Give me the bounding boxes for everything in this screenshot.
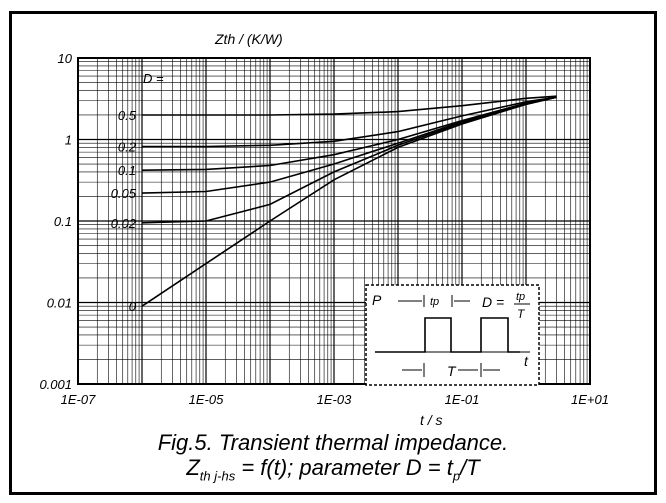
series-label-d-0-05: 0.05: [111, 186, 137, 201]
caption-rest: = f(t); parameter D = t: [235, 455, 453, 480]
y-tick-label: 0.001: [39, 377, 72, 392]
caption-z: Z: [186, 455, 199, 480]
y-axis-label: Zth / (K/W): [214, 31, 283, 47]
y-tick-label: 0.01: [47, 296, 72, 311]
series-line-d-0-02: [142, 97, 557, 223]
x-tick-label: 1E-07: [61, 392, 96, 407]
x-tick-label: 1E-05: [189, 392, 224, 407]
caption-tp-sub: p: [453, 468, 460, 483]
y-tick-label: 10: [58, 51, 73, 66]
param-header: D =: [143, 71, 164, 86]
x-tick-label: 1E-01: [445, 392, 480, 407]
inset-power-label: P: [372, 292, 382, 308]
x-axis-label: t / s: [420, 412, 443, 428]
series-label-d-0-2: 0.2: [118, 140, 137, 155]
series-label-d-0-1: 0.1: [118, 163, 136, 178]
y-tick-label: 1: [65, 133, 72, 148]
caption-z-sub: th j-hs: [200, 468, 235, 483]
series-label-d-0-02: 0.02: [111, 216, 137, 231]
y-tick-label: 0.1: [54, 214, 72, 229]
caption-end: /T: [460, 455, 480, 480]
series-line-d-0: [142, 97, 557, 306]
figure-caption-line2: Zth j-hs = f(t); parameter D = tp/T: [0, 455, 666, 483]
inset-period-label: T: [447, 363, 457, 379]
inset-formula-left: D =: [482, 294, 504, 310]
inset-tp-label: tp: [430, 296, 439, 308]
pulse-inset: P tp D = tp T t T: [366, 285, 539, 385]
inset-formula-num: tp: [516, 291, 525, 303]
x-tick-label: 1E+01: [571, 392, 609, 407]
series-label-d-0: 0: [129, 299, 137, 314]
figure-caption-line1: Fig.5. Transient thermal impedance.: [0, 430, 666, 456]
series-label-d-0-5: 0.5: [118, 108, 137, 123]
series-lines: [142, 96, 557, 306]
x-tick-label: 1E-03: [317, 392, 352, 407]
